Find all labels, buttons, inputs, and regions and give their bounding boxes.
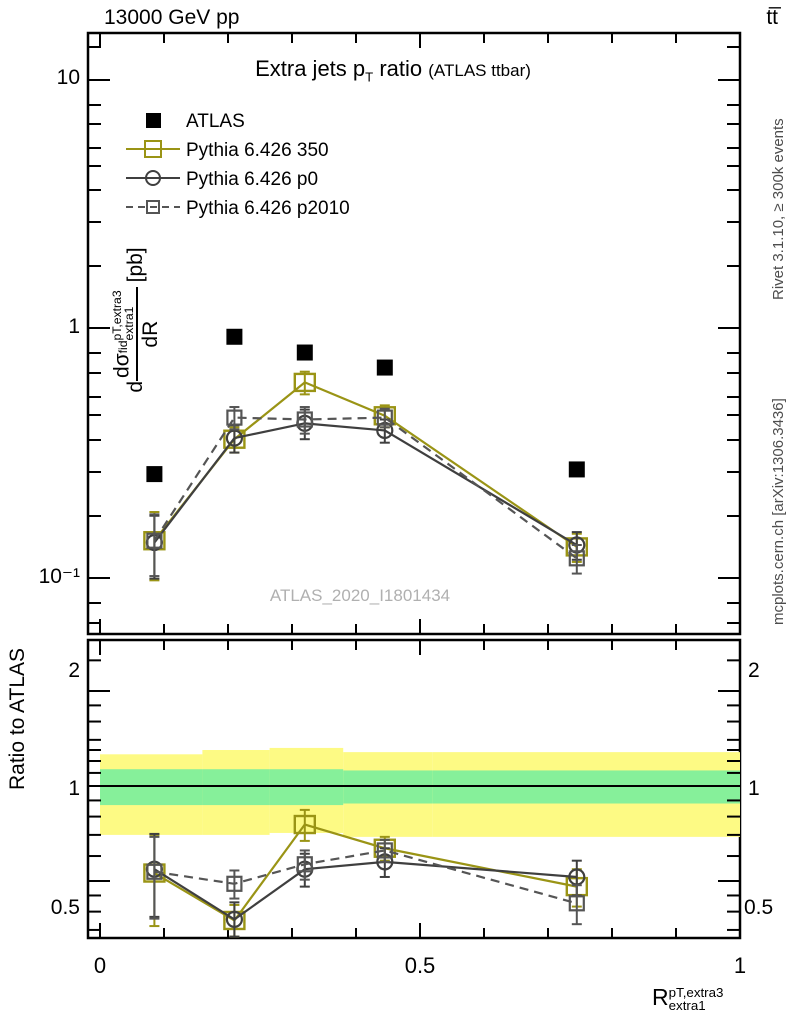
x-axis-title-base: R — [652, 984, 669, 1010]
data-point — [146, 466, 163, 483]
x-tick-label-0: 0 — [93, 953, 107, 978]
y-ratio-tick-label-1: 1 — [68, 777, 80, 800]
band-inner-segment — [202, 769, 270, 806]
ratio-data-point — [225, 910, 243, 928]
data-point — [225, 429, 243, 447]
y-tick-label-10: 10 — [56, 66, 80, 89]
ratio-data-point — [376, 842, 393, 859]
y-ratio-tick-label-right-2: 2 — [748, 659, 760, 682]
legend-marker-pyp0 — [126, 170, 180, 186]
data-point — [568, 461, 585, 478]
ratio-data-point — [568, 895, 585, 912]
analysis-watermark: ATLAS_2020_I1801434 — [269, 586, 451, 605]
legend-marker-pyp2010 — [126, 200, 180, 214]
title-paren: (ATLAS ttbar) — [428, 61, 531, 80]
ratio-panel-series — [143, 808, 588, 938]
ratio-series-line — [154, 849, 578, 905]
legend-marker-atlas — [146, 113, 161, 128]
x-tick-label-1: 1 — [733, 953, 747, 978]
y-ratio-tick-label-0p5: 0.5 — [50, 896, 80, 919]
band-inner-segment — [269, 769, 344, 806]
y-ratio-tick-label-right-0p5: 0.5 — [744, 896, 774, 919]
ratio-series-pythia-6-426-p0 — [145, 832, 586, 938]
legend-label-pyp0: Pythia 6.426 p0 — [186, 169, 319, 190]
data-point — [296, 411, 313, 428]
ratio-data-point — [293, 814, 316, 835]
main-panel-x-ticks — [99, 33, 741, 634]
ratio-data-point — [146, 863, 163, 880]
data-point — [376, 359, 393, 376]
data-point — [296, 344, 313, 361]
y-tick-label-0p1: 10⁻¹ — [38, 565, 80, 588]
main-panel-series — [143, 328, 588, 582]
data-point — [293, 372, 316, 393]
ratio-data-point — [296, 856, 313, 873]
band-inner-segment — [100, 769, 203, 806]
ratio-uncertainty-bands — [100, 747, 740, 837]
y-ratio-tick-label-right-1: 1 — [748, 777, 760, 800]
data-point — [226, 328, 243, 345]
series-pythia-6-426-p0 — [145, 408, 586, 580]
x-tick-label-0p5: 0.5 — [404, 953, 436, 978]
page-title: Extra jets pT ratio (ATLAS ttbar) — [0, 56, 786, 84]
series-atlas — [146, 328, 585, 483]
main-panel-frame — [86, 31, 742, 636]
data-point — [146, 532, 163, 549]
series-line — [153, 416, 578, 560]
header-beam-label: 13000 GeV pp — [104, 6, 240, 29]
data-point — [568, 550, 585, 567]
header-process-label: tt̅ — [766, 6, 778, 29]
series-line — [153, 381, 578, 548]
legend-marker-py350 — [126, 140, 180, 158]
data-point — [226, 409, 243, 426]
legend-label-pyp2010: Pythia 6.426 p2010 — [186, 198, 350, 219]
title-sub: T — [365, 69, 374, 85]
title-main: Extra jets p — [255, 56, 366, 81]
x-axis-title-sub: extra1 — [668, 997, 706, 1013]
legend-label-py350: Pythia 6.426 350 — [186, 140, 329, 161]
legend-label-atlas: ATLAS — [186, 111, 245, 132]
y-tick-label-1: 1 — [68, 315, 80, 338]
y-ratio-tick-label-2: 2 — [68, 659, 80, 682]
series-line — [153, 422, 578, 546]
title-tail: ratio — [373, 56, 423, 81]
x-axis-title-sup: pT,extra3 — [668, 984, 724, 1000]
ratio-data-point — [226, 875, 243, 892]
ratio-series-pythia-6-426-p2010 — [146, 835, 585, 926]
main-panel-y-ticks — [88, 46, 740, 624]
data-point — [376, 409, 393, 426]
series-pythia-6-426-350 — [143, 370, 588, 582]
series-pythia-6-426-p2010 — [146, 406, 585, 578]
